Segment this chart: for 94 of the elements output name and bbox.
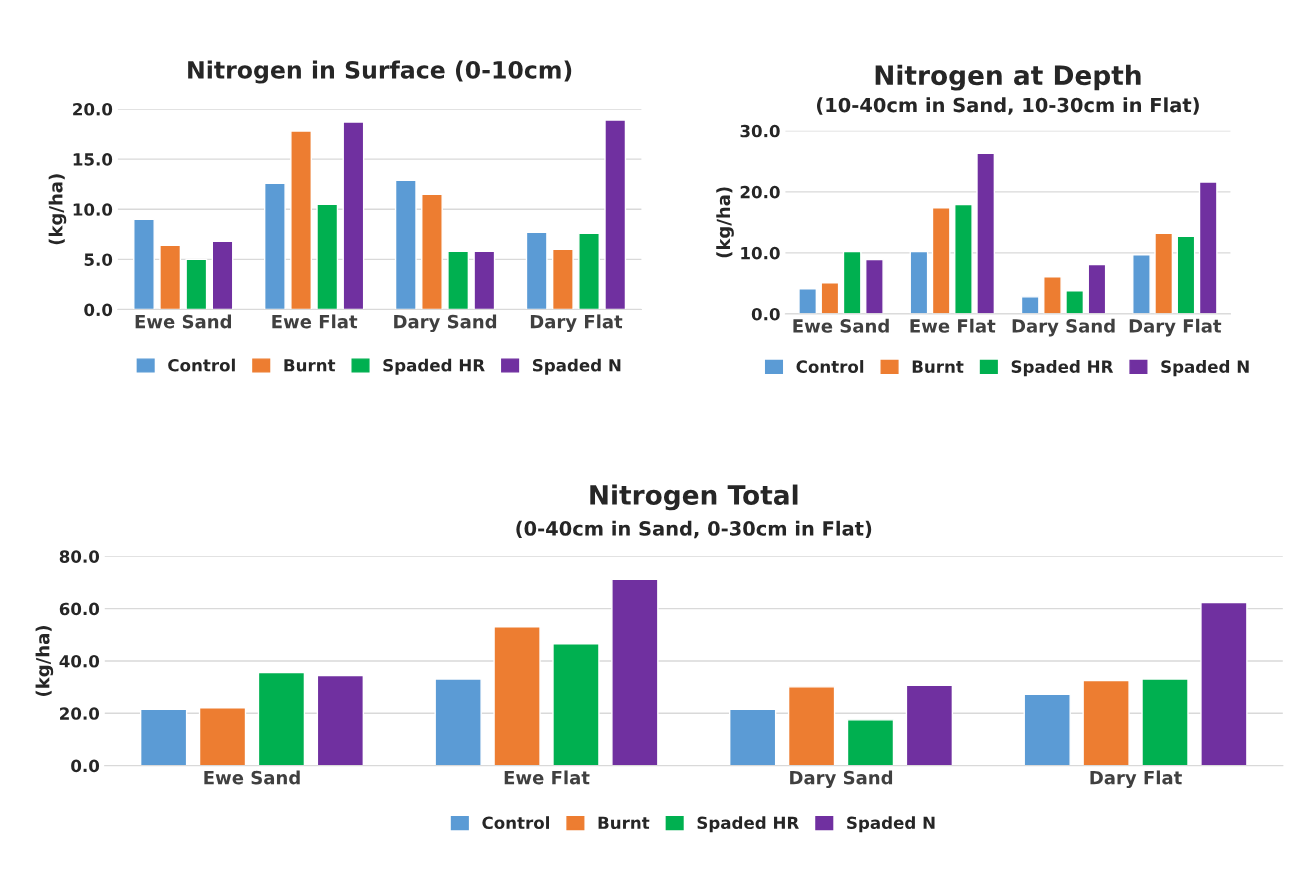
bar	[133, 218, 155, 310]
bar	[434, 678, 482, 766]
x-tick-label: Ewe Flat	[504, 770, 590, 785]
y-tick-label: 10.0	[741, 246, 780, 260]
bar	[1023, 693, 1071, 766]
bar	[493, 626, 541, 766]
bar	[290, 130, 312, 310]
bar	[316, 203, 339, 310]
bar	[211, 240, 234, 310]
x-tick-label: Dary Flat	[530, 314, 623, 333]
bar	[316, 674, 365, 766]
bar	[909, 250, 929, 314]
bar	[447, 250, 470, 310]
bar	[185, 258, 208, 310]
bar	[552, 643, 600, 766]
x-tick-label: Ewe Flat	[272, 314, 358, 329]
bar	[263, 182, 286, 310]
x-tick-label: Ewe Flat	[910, 318, 996, 333]
bar	[1176, 235, 1196, 314]
legend-label: Spaded N	[1161, 360, 1249, 377]
legend-label: Burnt	[284, 359, 336, 372]
bar	[1065, 290, 1085, 314]
bar	[846, 719, 895, 766]
bar	[578, 232, 600, 310]
bar	[198, 707, 247, 766]
chart-title: Nitrogen in Surface (0-10cm)	[188, 60, 572, 84]
bar	[394, 179, 417, 310]
x-tick-label: Dary Sand	[790, 770, 893, 789]
bar	[931, 207, 951, 314]
legend-label: Control	[168, 358, 235, 372]
legend-label: Control	[482, 816, 549, 830]
y-tick-label: 5.0	[84, 253, 113, 266]
bar	[159, 244, 182, 310]
x-tick-label: Dary Flat	[1129, 318, 1222, 337]
y-tick-label: 20.0	[60, 707, 100, 720]
legend-label: Spaded HR	[1011, 360, 1114, 377]
chart-title: Nitrogen at Depth	[875, 64, 1141, 91]
bar	[976, 152, 996, 314]
chart-title: Nitrogen Total	[590, 484, 798, 511]
bar	[1043, 275, 1062, 314]
bar	[905, 684, 954, 766]
bar	[865, 258, 884, 314]
bar	[473, 250, 496, 310]
bar	[421, 193, 443, 310]
chart-subtitle: (10-40cm in Sand, 10-30cm in Flat)	[816, 97, 1199, 115]
bar	[820, 282, 840, 314]
y-tick-label: 20.0	[73, 102, 113, 116]
bar	[729, 708, 777, 766]
y-tick-label: 30.0	[740, 124, 780, 138]
bar	[342, 121, 365, 310]
y-tick-label: 0.0	[71, 759, 100, 773]
bar	[139, 708, 188, 766]
x-tick-label: Dary Sand	[394, 314, 497, 333]
bar	[1141, 678, 1189, 766]
legend-label: Control	[796, 360, 864, 373]
bar	[798, 288, 818, 314]
y-tick-label: 15.0	[73, 153, 113, 166]
y-axis-title: (kg/ha)	[48, 174, 67, 245]
bar	[1082, 679, 1130, 766]
bar	[611, 578, 659, 766]
legend-label: Burnt	[598, 816, 650, 830]
bar	[1020, 296, 1040, 314]
y-tick-label: 60.0	[59, 602, 100, 616]
y-tick-label: 0.0	[84, 303, 113, 317]
bar	[1087, 263, 1107, 314]
x-tick-label: Ewe Sand	[135, 314, 231, 329]
bar	[551, 248, 574, 310]
y-tick-label: 0.0	[751, 307, 780, 321]
legend-label: Spaded HR	[697, 816, 799, 833]
x-tick-label: Dary Sand	[1012, 318, 1115, 337]
bar	[604, 119, 627, 310]
bar	[842, 250, 862, 314]
bar	[1200, 601, 1248, 766]
y-tick-label: 20.0	[740, 185, 780, 199]
bar	[787, 686, 836, 766]
legend-label: Spaded N	[847, 816, 935, 833]
x-tick-label: Ewe Sand	[793, 318, 889, 333]
x-tick-label: Dary Flat	[1090, 770, 1182, 789]
chart-subtitle: (0-40cm in Sand, 0-30cm in Flat)	[516, 520, 872, 539]
y-axis-title: (kg/ha)	[35, 625, 54, 696]
x-tick-label: Ewe Sand	[204, 770, 300, 785]
bar	[1132, 254, 1151, 314]
y-axis-title: (kg/ha)	[716, 187, 734, 258]
y-tick-label: 80.0	[59, 550, 100, 563]
bar	[1198, 181, 1218, 314]
bar	[525, 231, 548, 310]
bar	[1154, 232, 1174, 314]
legend-label: Spaded N	[532, 358, 621, 375]
y-tick-label: 10.0	[73, 203, 113, 216]
legend-label: Spaded HR	[383, 358, 485, 375]
bar	[954, 203, 973, 314]
legend-label: Burnt	[912, 360, 964, 373]
bar	[257, 671, 306, 766]
y-tick-label: 40.0	[59, 654, 100, 668]
